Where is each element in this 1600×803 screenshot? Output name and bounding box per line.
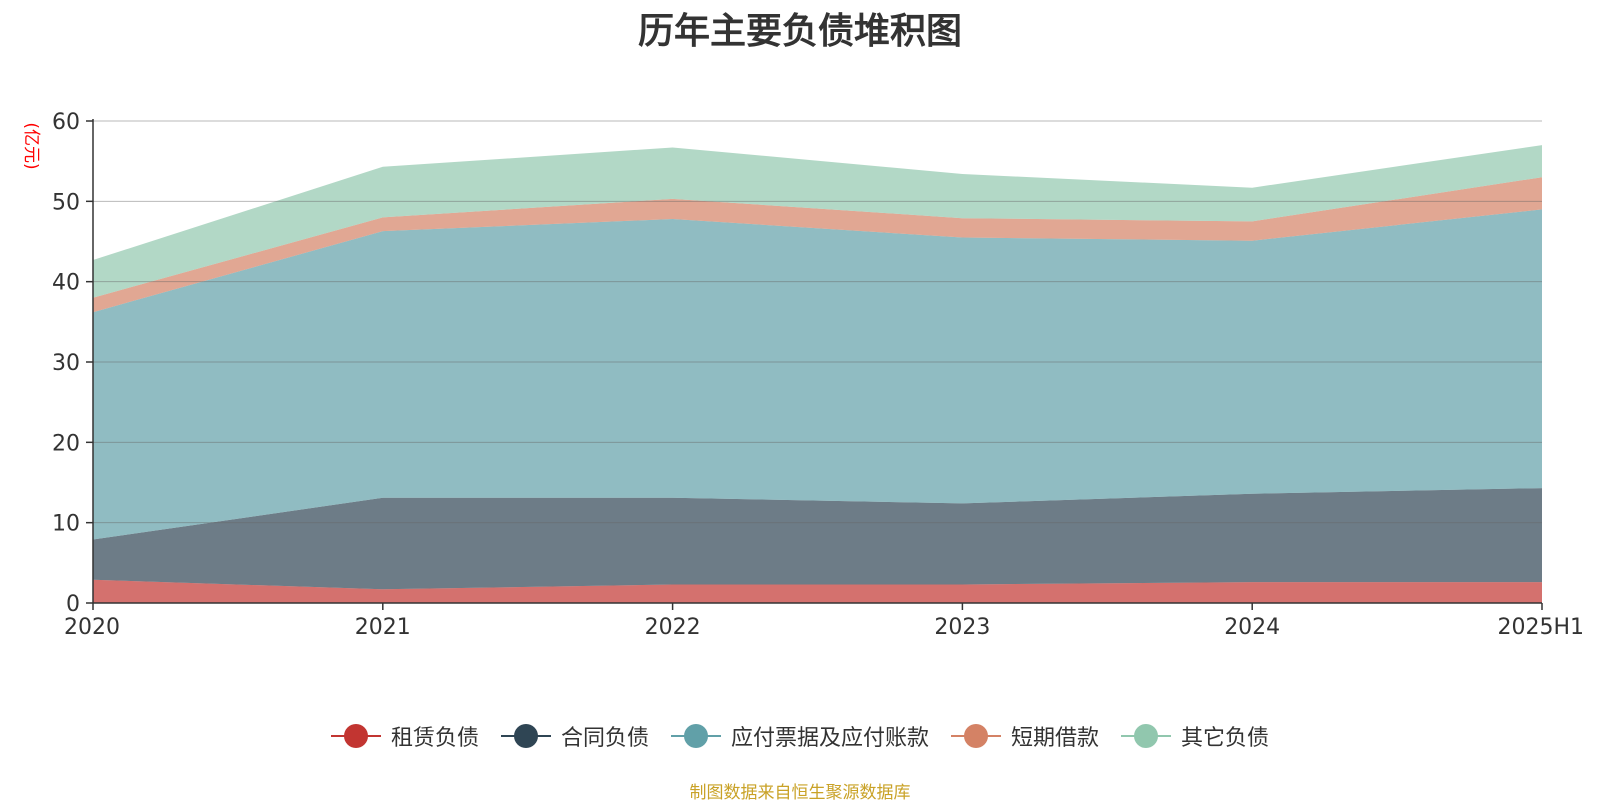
- legend-item-0[interactable]: 租赁负债: [330, 720, 479, 752]
- y-tick-label-1: 10: [52, 512, 80, 537]
- legend-label: 其它负债: [1181, 726, 1270, 751]
- legend-marker-icon: [500, 724, 551, 748]
- y-axis-label: (亿元): [21, 122, 41, 169]
- area-series-1: [93, 488, 1542, 590]
- legend-label: 合同负债: [560, 726, 649, 751]
- chart-legend: 租赁负债 合同负债 应付票据及应付账款 短期借款 其它负债: [0, 720, 1600, 752]
- y-tick-label-2: 20: [52, 431, 80, 456]
- y-tick-label-5: 50: [52, 190, 80, 215]
- legend-item-3[interactable]: 短期借款: [951, 720, 1099, 752]
- legend-marker-icon: [670, 724, 721, 748]
- chart-title: 历年主要负债堆积图: [637, 11, 962, 52]
- legend-marker-icon: [1121, 724, 1172, 748]
- legend-item-2[interactable]: 应付票据及应付账款: [670, 720, 929, 752]
- y-tick-label-6: 60: [52, 110, 80, 135]
- x-tick-label-2: 2022: [645, 615, 701, 640]
- legend-marker-icon: [951, 724, 1001, 748]
- y-tick-label-3: 30: [52, 351, 80, 376]
- x-tick-label-1: 2021: [355, 615, 411, 640]
- area-series-0: [93, 579, 1542, 603]
- x-tick-label-4: 2024: [1224, 615, 1280, 640]
- legend-marker-icon: [330, 724, 381, 748]
- y-tick-label-4: 40: [52, 271, 80, 296]
- legend-item-1[interactable]: 合同负债: [500, 720, 649, 752]
- area-series-4: [93, 145, 1542, 298]
- legend-label: 短期借款: [1011, 726, 1100, 751]
- area-series-2: [93, 209, 1542, 540]
- legend-item-4[interactable]: 其它负债: [1121, 720, 1269, 752]
- x-tick-label-0: 2020: [64, 615, 120, 640]
- x-tick-label-5: 2025H1: [1497, 615, 1584, 640]
- source-note: 制图数据来自恒生聚源数据库: [689, 783, 911, 803]
- y-tick-label-0: 0: [66, 592, 80, 617]
- x-tick-label-3: 2023: [934, 615, 990, 640]
- legend-label: 应付票据及应付账款: [730, 726, 929, 751]
- legend-label: 租赁负债: [390, 726, 479, 751]
